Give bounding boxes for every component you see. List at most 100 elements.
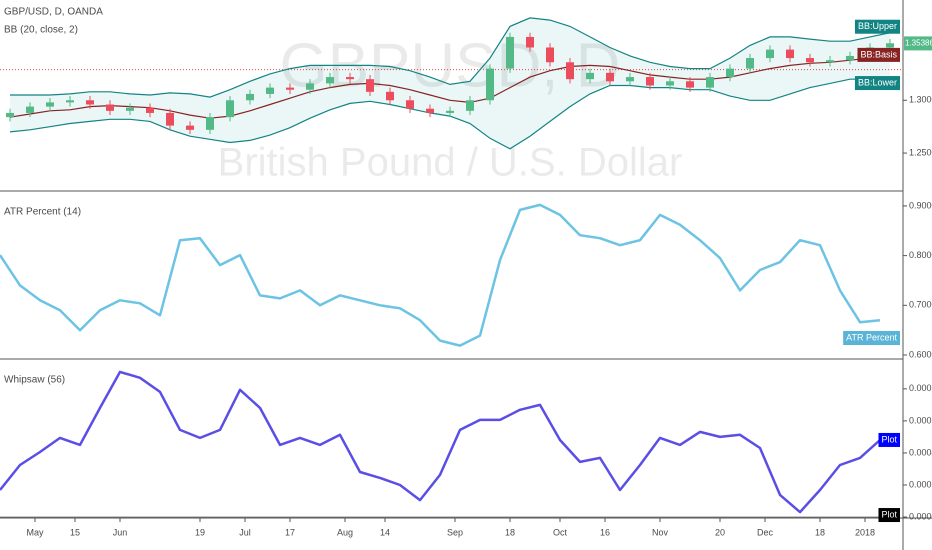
candle-body [766,49,774,59]
indicator-line [9,54,891,119]
symbol-title: GBP/USD, D, OANDA [4,7,103,18]
series-tag-box [854,19,900,34]
series-tag: BB:Lower [854,76,900,91]
series-tag-label: Plot [881,509,897,519]
candle-body [446,110,454,113]
x-tick-label: Oct [553,527,568,537]
candle-body [306,83,314,90]
candle-body [46,102,54,107]
x-tick-label: Aug [337,527,353,537]
candle-body [506,36,514,69]
candle-body [106,104,114,111]
candle-body [246,93,254,101]
series-tag: ATR Percent [843,331,900,345]
candle-body [86,100,94,105]
candle-body [626,77,634,82]
y-tick-label: 1.25000 [909,147,932,157]
x-tick-label: Dec [757,527,774,537]
candle-body [286,87,294,90]
series-line [0,203,881,347]
candle-body [226,100,234,118]
x-tick-label: 16 [600,527,610,537]
series-tag: BB:Basis [857,47,900,62]
indicator-title: ATR Percent (14) [4,207,81,218]
candle-body [166,112,174,126]
series-tag-box [878,508,900,523]
series-tag: BB:Upper [854,19,900,34]
x-tick-label: 14 [380,527,390,537]
candle-body [206,117,214,130]
series-tag: Plot [878,432,900,447]
x-tick-label: 19 [195,527,205,537]
series-tag-box [854,76,900,91]
candle-body [6,112,14,118]
candle-body [486,68,494,101]
y-tick-label: 0.9000 [909,200,932,210]
series-tag-label: Plot [881,434,897,444]
candle-body [26,106,34,113]
x-tick-label: Sep [447,527,463,537]
candle-body [846,55,854,61]
candle-body [266,87,274,94]
x-tick-label: May [26,527,44,537]
candle-body [646,77,654,86]
candle-body [146,107,154,113]
y-tick-label: 0.0006 [909,415,932,425]
candle-body [726,68,734,78]
candle-body [686,81,694,88]
y-tick-label: 0.0002 [909,479,932,489]
candle-body [186,125,194,130]
series-tag-label: BB:Lower [858,77,897,87]
indicator-title: BB (20, close, 2) [4,25,78,36]
candle-body [546,47,554,63]
series-tag-box [878,432,900,447]
indicator-title: Whipsaw (56) [4,375,65,386]
series-tag-label: BB:Upper [858,21,897,31]
candle-body [886,43,894,48]
last-price-box [904,36,932,51]
series-line [0,370,881,514]
candle-body [586,72,594,80]
candle-body [706,77,714,88]
candle-body [426,108,434,113]
y-tick-label: 0.0008 [909,383,932,393]
series-tag-box [857,47,900,62]
x-tick-label: 15 [70,527,80,537]
x-tick-label: Jul [239,527,251,537]
candle-body [366,79,374,92]
watermark-subtitle: British Pound / U.S. Dollar [218,141,683,185]
candle-body [346,77,354,80]
candle-body [66,100,74,103]
candle-body [386,91,394,101]
x-tick-label: 18 [815,527,825,537]
y-tick-label: 1.30000 [909,95,932,105]
x-tick-label: 20 [715,527,725,537]
candle-body [746,58,754,69]
indicator-line [10,17,891,98]
series-tag: Plot [878,508,900,523]
candle-body [406,100,414,109]
candle-body [786,49,794,59]
series-tag-box [843,331,900,345]
candle-body [126,107,134,111]
candle-body [806,58,814,63]
x-tick-label: 18 [505,527,515,537]
x-tick-label: 17 [285,527,295,537]
candle-body [326,77,334,84]
series-tag-label: BB:Basis [860,49,897,59]
x-tick-label: 2018 [855,527,875,537]
candle-body [526,36,534,48]
x-tick-label: Jun [113,527,128,537]
last-price-label: 1.35386 [905,39,932,48]
series-tag-label: ATR Percent [846,332,897,342]
y-tick-label: 0.0004 [909,447,932,457]
candle-body [666,81,674,86]
candle-body [826,60,834,63]
